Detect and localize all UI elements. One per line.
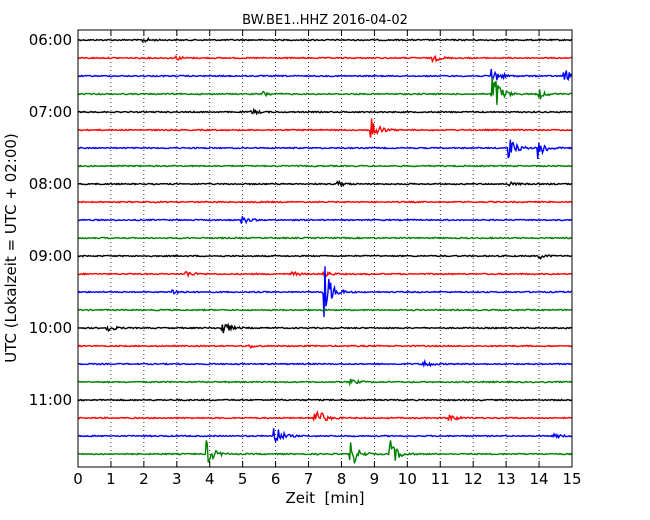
x-tick-label: 3 [172, 470, 182, 488]
x-tick-label: 12 [464, 470, 483, 488]
y-tick-label: 09:00 [29, 247, 72, 265]
y-tick-label: 11:00 [29, 391, 72, 409]
x-tick-label: 0 [73, 470, 83, 488]
x-tick-label: 15 [562, 470, 581, 488]
x-tick-label: 14 [530, 470, 549, 488]
x-tick-label: 8 [337, 470, 347, 488]
seismic-trace [77, 308, 573, 312]
x-tick-label: 9 [370, 470, 380, 488]
traces [77, 36, 573, 465]
seismic-trace [78, 322, 573, 334]
grid [110, 30, 540, 467]
seismic-trace [77, 440, 573, 465]
seismic-trace [77, 164, 573, 168]
x-tick-label: 1 [106, 470, 116, 488]
x-tick-label: 13 [497, 470, 516, 488]
y-tick-label: 08:00 [29, 175, 72, 193]
seismic-trace [77, 409, 573, 423]
seismic-trace [77, 54, 572, 64]
seismic-trace [78, 428, 573, 444]
seismic-trace [77, 107, 572, 116]
x-axis-ticks: 0 1 2 3 4 5 6 7 8 9 10 11 12 13 14 15 [73, 30, 582, 488]
y-axis-ticks: 06:00 07:00 08:00 09:00 10:00 11:00 [29, 31, 572, 409]
seismic-trace [78, 378, 573, 387]
y-axis-label: UTC (Lokalzeit = UTC + 02:00) [2, 133, 20, 363]
seismic-trace [77, 118, 573, 138]
seismic-trace [77, 200, 573, 204]
seismic-trace [77, 180, 573, 188]
seismic-trace [77, 139, 573, 159]
seismic-trace [78, 216, 573, 225]
seismic-trace [77, 266, 573, 318]
x-tick-label: 7 [304, 470, 314, 488]
seismic-trace [77, 398, 573, 402]
seismic-trace [77, 344, 573, 349]
seismic-trace [77, 36, 573, 44]
seismic-trace [78, 236, 573, 240]
x-tick-label: 11 [431, 470, 450, 488]
x-tick-label: 6 [271, 470, 281, 488]
x-tick-label: 5 [238, 470, 248, 488]
x-tick-label: 4 [205, 470, 215, 488]
seismic-trace [77, 68, 573, 82]
x-tick-label: 10 [398, 470, 417, 488]
x-tick-label: 2 [139, 470, 149, 488]
chart-title: BW.BE1..HHZ 2016-04-02 [242, 13, 408, 28]
y-tick-label: 10:00 [29, 319, 72, 337]
seismic-trace [77, 358, 573, 368]
y-tick-label: 06:00 [29, 31, 72, 49]
y-tick-label: 07:00 [29, 103, 72, 121]
x-axis-label: Zeit [min] [285, 489, 364, 507]
plot-frame [77, 29, 573, 468]
seismic-trace [77, 254, 572, 260]
seismic-trace [77, 77, 573, 105]
